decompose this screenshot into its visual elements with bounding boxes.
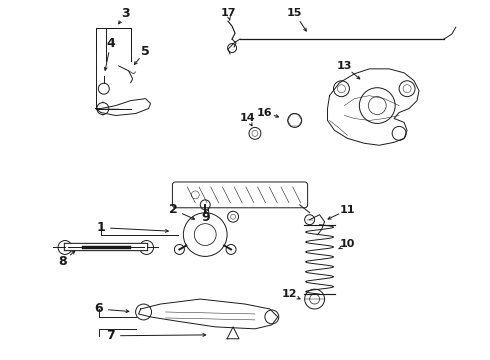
Text: 12: 12 (282, 289, 297, 299)
Text: 7: 7 (106, 329, 115, 342)
Text: 9: 9 (201, 211, 210, 224)
Text: 5: 5 (141, 45, 150, 58)
Text: 6: 6 (95, 302, 103, 315)
Text: 13: 13 (337, 61, 352, 71)
Text: 4: 4 (106, 37, 115, 50)
Text: 17: 17 (220, 8, 236, 18)
Text: 16: 16 (257, 108, 273, 117)
Text: 15: 15 (287, 8, 302, 18)
Polygon shape (139, 299, 278, 329)
Text: 1: 1 (97, 221, 105, 234)
Text: 11: 11 (340, 205, 355, 215)
Text: 2: 2 (169, 203, 178, 216)
Text: 3: 3 (122, 7, 130, 20)
Text: 10: 10 (340, 239, 355, 249)
Text: 14: 14 (240, 113, 256, 123)
Text: 8: 8 (59, 255, 67, 268)
FancyBboxPatch shape (172, 182, 308, 208)
